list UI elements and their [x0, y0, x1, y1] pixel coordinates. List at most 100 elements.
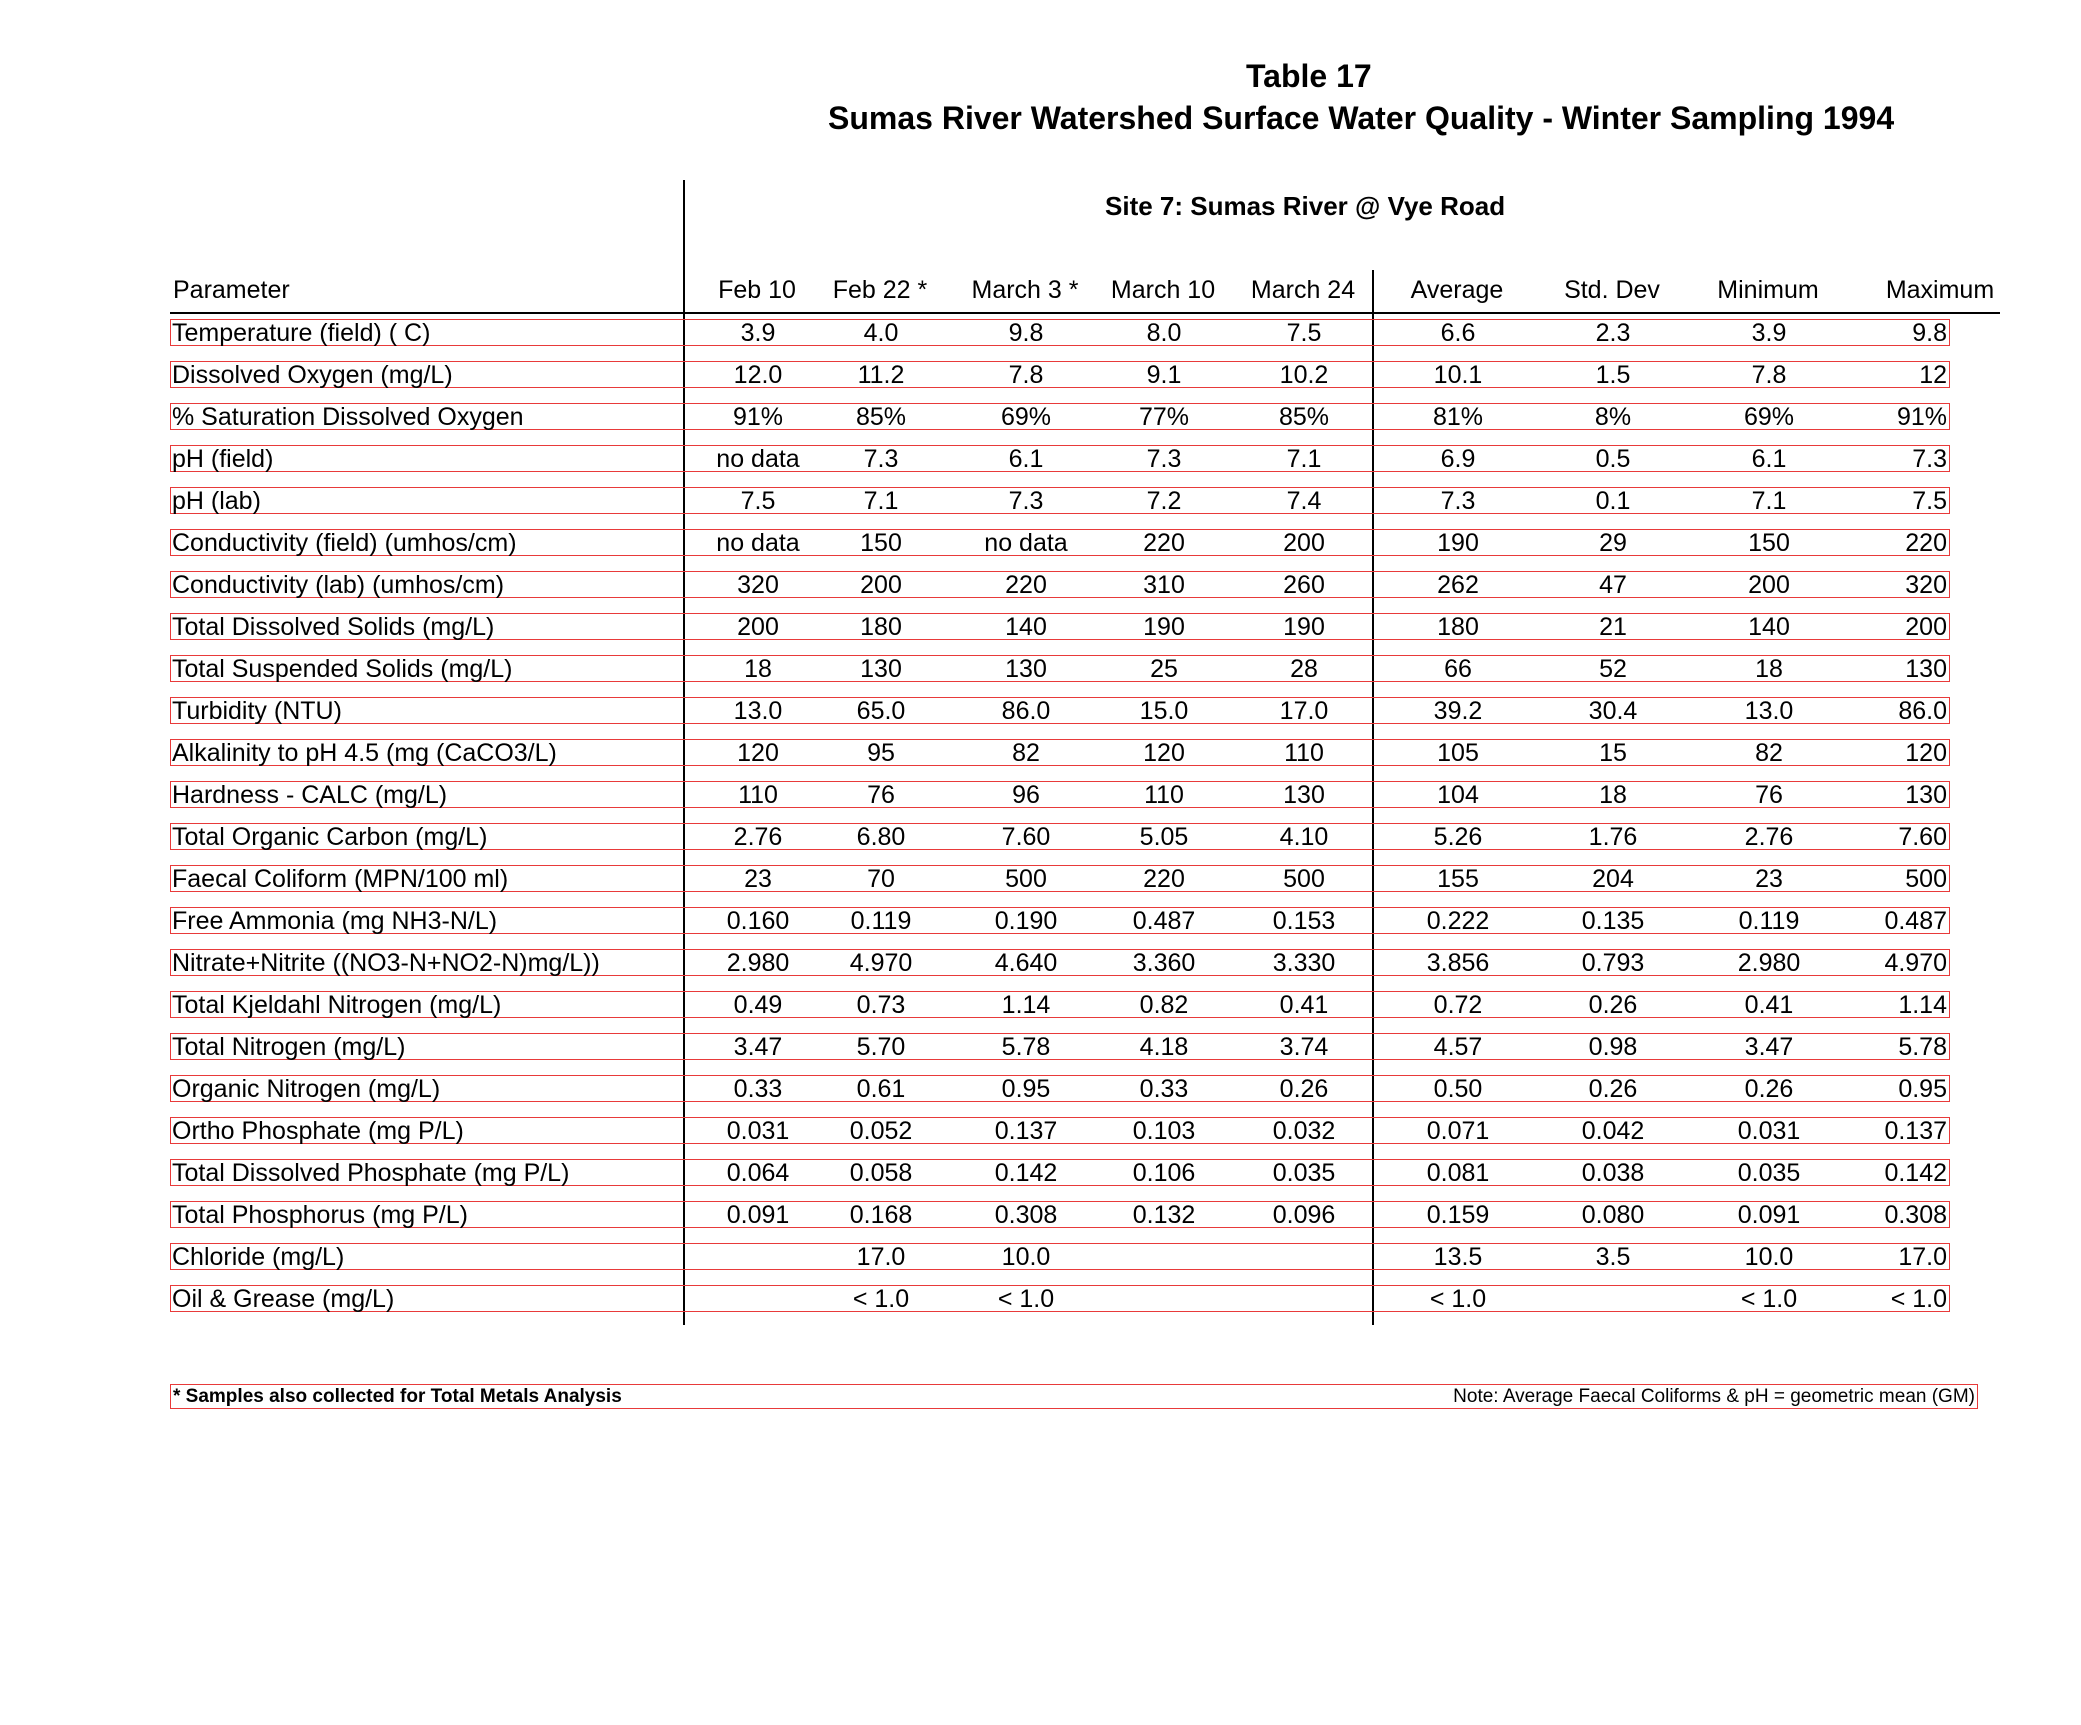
- cell-feb-10: 3.47: [733, 1033, 783, 1061]
- cell-march-24: 28: [1290, 655, 1318, 683]
- cell-minimum: 0.119: [1738, 907, 1800, 935]
- cell-march-24: 0.41: [1279, 991, 1329, 1019]
- cell-march-24: 500: [1283, 865, 1325, 893]
- cell-std-dev: 0.26: [1588, 1075, 1638, 1103]
- cell-feb-10: 120: [737, 739, 779, 767]
- cell-feb-10: 13.0: [733, 697, 783, 725]
- left-divider: [683, 180, 685, 1325]
- cell-average: 5.26: [1433, 823, 1483, 851]
- cell-minimum: 13.0: [1744, 697, 1794, 725]
- cell-std-dev: 0.135: [1581, 907, 1645, 935]
- cell-feb-10: 200: [737, 613, 779, 641]
- cell-average: 66: [1444, 655, 1472, 683]
- cell-feb-10: 0.064: [726, 1159, 790, 1187]
- cell-parameter: Free Ammonia (mg NH3-N/L): [172, 907, 498, 935]
- cell-minimum: 0.091: [1737, 1201, 1801, 1229]
- cell-average: 0.50: [1433, 1075, 1483, 1103]
- cell-feb-10: 23: [744, 865, 772, 893]
- cell-minimum: 82: [1755, 739, 1783, 767]
- cell-parameter: Conductivity (lab) (umhos/cm): [172, 571, 505, 599]
- cell-maximum: 500: [1905, 865, 1947, 893]
- cell-march-24: 4.10: [1279, 823, 1329, 851]
- cell-march-3: 10.0: [1001, 1243, 1051, 1271]
- table-row: Hardness - CALC (mg/L) 110 76 96 110 130 104 18…: [170, 781, 1950, 809]
- table-row: Free Ammonia (mg NH3-N/L) 0.160 0.119 0.190…: [170, 907, 1950, 935]
- table-row: Ortho Phosphate (mg P/L) 0.031 0.052 0.137 0…: [170, 1117, 1950, 1145]
- cell-parameter: pH (lab): [172, 487, 261, 515]
- cell-march-10: 0.106: [1132, 1159, 1196, 1187]
- table-row: Total Organic Carbon (mg/L) 2.76 6.80 7.60 5…: [170, 823, 1950, 851]
- cell-std-dev: 47: [1599, 571, 1627, 599]
- cell-minimum: 7.1: [1751, 487, 1787, 515]
- cell-std-dev: 0.98: [1588, 1033, 1638, 1061]
- cell-march-10: 190: [1143, 613, 1185, 641]
- cell-average: 3.856: [1426, 949, 1490, 977]
- cell-march-3: 7.8: [1008, 361, 1044, 389]
- cell-feb-10: no data: [716, 445, 800, 473]
- cell-march-10: 15.0: [1139, 697, 1189, 725]
- cell-march-3: 82: [1012, 739, 1040, 767]
- cell-march-10: 3.360: [1132, 949, 1196, 977]
- cell-average: 6.9: [1440, 445, 1476, 473]
- cell-minimum: 18: [1755, 655, 1783, 683]
- cell-feb-10: 0.160: [726, 907, 790, 935]
- cell-march-24: 10.2: [1279, 361, 1329, 389]
- cell-parameter: Hardness - CALC (mg/L): [172, 781, 448, 809]
- cell-parameter: Turbidity (NTU): [172, 697, 342, 725]
- cell-minimum: 0.26: [1744, 1075, 1794, 1103]
- cell-maximum: < 1.0: [1890, 1285, 1947, 1313]
- table-row: Total Dissolved Phosphate (mg P/L) 0.064 0…: [170, 1159, 1950, 1187]
- cell-march-10: 9.1: [1146, 361, 1182, 389]
- cell-std-dev: 3.5: [1595, 1243, 1631, 1271]
- cell-march-24: 0.153: [1272, 907, 1336, 935]
- cell-maximum: 320: [1905, 571, 1947, 599]
- cell-feb-10: 2.980: [726, 949, 790, 977]
- cell-minimum: 6.1: [1751, 445, 1787, 473]
- cell-march-24: 0.26: [1279, 1075, 1329, 1103]
- table-row: Organic Nitrogen (mg/L) 0.33 0.61 0.95 0.33 0…: [170, 1075, 1950, 1103]
- cell-feb-22: 70: [867, 865, 895, 893]
- cell-parameter: Temperature (field) ( C): [172, 319, 431, 347]
- cell-feb-10: 2.76: [733, 823, 783, 851]
- cell-parameter: Dissolved Oxygen (mg/L): [172, 361, 453, 389]
- header-average: Average: [1410, 276, 1504, 304]
- cell-std-dev: 0.5: [1595, 445, 1631, 473]
- cell-maximum: 9.8: [1912, 319, 1947, 347]
- cell-march-24: 17.0: [1279, 697, 1329, 725]
- cell-march-3: 0.142: [994, 1159, 1058, 1187]
- cell-minimum: 23: [1755, 865, 1783, 893]
- cell-march-10: 5.05: [1139, 823, 1189, 851]
- header-feb-10: Feb 10: [718, 276, 796, 304]
- table-row: Oil & Grease (mg/L) < 1.0 < 1.0 < 1.0 < 1.0 <…: [170, 1285, 1950, 1313]
- cell-feb-10: 91%: [732, 403, 784, 431]
- cell-maximum: 200: [1905, 613, 1947, 641]
- cell-std-dev: 1.76: [1588, 823, 1638, 851]
- cell-minimum: < 1.0: [1740, 1285, 1798, 1313]
- cell-feb-22: 4.970: [849, 949, 913, 977]
- table-row: Turbidity (NTU) 13.0 65.0 86.0 15.0 17.0 39.2 3…: [170, 697, 1950, 725]
- table-row: % Saturation Dissolved Oxygen 91% 85% 69% 77…: [170, 403, 1950, 431]
- cell-minimum: 3.47: [1744, 1033, 1794, 1061]
- cell-march-24: 7.5: [1286, 319, 1322, 347]
- cell-maximum: 7.3: [1912, 445, 1947, 473]
- cell-std-dev: 0.038: [1581, 1159, 1645, 1187]
- cell-std-dev: 18: [1599, 781, 1627, 809]
- cell-march-3: 500: [1005, 865, 1047, 893]
- header-minimum: Minimum: [1717, 276, 1819, 304]
- cell-feb-22: 0.052: [849, 1117, 913, 1145]
- cell-minimum: 2.76: [1744, 823, 1794, 851]
- table-row: Temperature (field) ( C) 3.9 4.0 9.8 8.0 7.5 6…: [170, 319, 1950, 347]
- cell-feb-22: 4.0: [863, 319, 899, 347]
- cell-maximum: 0.95: [1898, 1075, 1947, 1103]
- cell-feb-10: 7.5: [740, 487, 776, 515]
- cell-feb-22: 0.058: [849, 1159, 913, 1187]
- cell-feb-22: 0.119: [850, 907, 912, 935]
- table-row: Total Phosphorus (mg P/L) 0.091 0.168 0.308…: [170, 1201, 1950, 1229]
- cell-feb-22: 17.0: [856, 1243, 906, 1271]
- cell-minimum: 10.0: [1744, 1243, 1794, 1271]
- table-number: Table 17: [1246, 58, 1372, 94]
- cell-feb-10: 0.091: [726, 1201, 790, 1229]
- cell-feb-10: 0.031: [726, 1117, 790, 1145]
- cell-average: 7.3: [1440, 487, 1476, 515]
- cell-march-3: 5.78: [1001, 1033, 1051, 1061]
